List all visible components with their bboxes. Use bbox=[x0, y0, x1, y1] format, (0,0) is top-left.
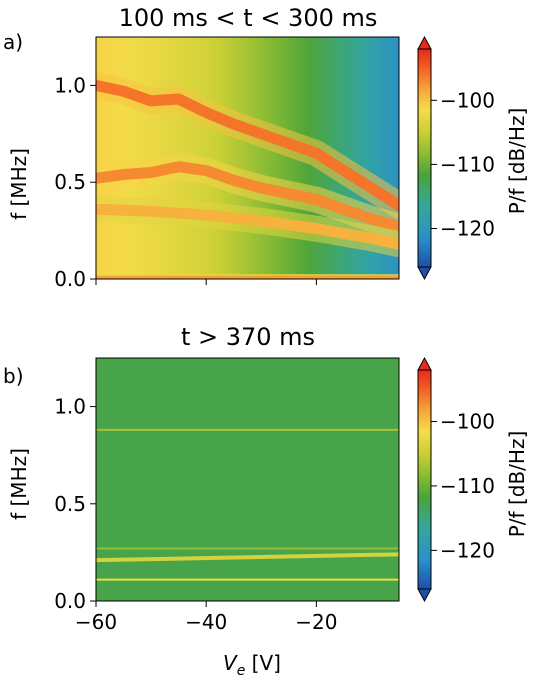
panel-b-heatmap bbox=[96, 358, 399, 601]
x-tick-label: −60 bbox=[75, 610, 117, 634]
colorbar-extend-max bbox=[417, 356, 432, 371]
panel-a: a) 100 ms < t < 300 ms 0.0 0.5 1.0 f [MHz]… bbox=[3, 4, 529, 291]
panel-a-colorbar: −120 −110 −100 bbox=[417, 35, 495, 281]
panel-b-ylabel: f [MHz] bbox=[7, 448, 31, 520]
panel-a-frame bbox=[95, 36, 400, 280]
y-tick-label: 0.0 bbox=[54, 589, 86, 613]
colorbar-extend-min bbox=[417, 266, 432, 281]
panel-a-label: a) bbox=[3, 30, 23, 54]
xlabel-subscript: e bbox=[237, 663, 246, 679]
heatmap-background bbox=[96, 358, 399, 601]
colorbar-tick-label: −110 bbox=[440, 152, 495, 176]
x-tick-label: −40 bbox=[185, 610, 227, 634]
panel-b-colorbar-label: P/f [dB/Hz] bbox=[505, 431, 529, 538]
ridge-2 bbox=[96, 161, 399, 233]
y-tick-label: 0.5 bbox=[54, 170, 86, 194]
colorbar-tick-label: −120 bbox=[440, 538, 495, 562]
y-tick-label: 1.0 bbox=[54, 395, 86, 419]
colorbar-extend-max bbox=[417, 35, 432, 50]
panel-b-axes: −60 −40 −20 0.0 0.5 1.0 bbox=[54, 395, 337, 634]
colorbar-gradient bbox=[418, 49, 431, 267]
colorbar-tick-label: −100 bbox=[440, 410, 495, 434]
panel-b-xlabel: Ve [V] bbox=[223, 651, 281, 679]
panel-b: b) t > 370 ms −60 −40 −20 0.0 0.5 1.0 f [MHz]… bbox=[3, 323, 529, 679]
panel-a-ylabel: f [MHz] bbox=[7, 148, 31, 220]
panel-b-label: b) bbox=[3, 364, 24, 388]
spectral-line-3 bbox=[96, 552, 399, 563]
y-tick-label: 0.5 bbox=[54, 492, 86, 516]
panel-b-frame bbox=[95, 357, 400, 602]
xlabel-symbol: V bbox=[223, 651, 238, 675]
colorbar-gradient bbox=[418, 370, 431, 589]
x-tick-label: −20 bbox=[295, 610, 337, 634]
panel-a-title: 100 ms < t < 300 ms bbox=[119, 4, 378, 32]
colorbar-tick-label: −120 bbox=[440, 217, 495, 241]
colorbar-extend-min bbox=[417, 588, 432, 603]
panel-a-colorbar-label: P/f [dB/Hz] bbox=[505, 108, 529, 215]
ridge-1 bbox=[96, 79, 399, 211]
ridge-3 bbox=[96, 203, 399, 250]
panel-a-heatmap bbox=[96, 37, 399, 279]
y-tick-label: 1.0 bbox=[54, 73, 86, 97]
xlabel-unit: [V] bbox=[245, 651, 281, 675]
colorbar-tick-label: −100 bbox=[440, 88, 495, 112]
panel-a-axes: 0.0 0.5 1.0 bbox=[54, 73, 317, 291]
y-tick-label: 0.0 bbox=[54, 267, 86, 291]
colorbar-tick-label: −110 bbox=[440, 474, 495, 498]
panel-b-colorbar: −120 −110 −100 bbox=[417, 356, 495, 603]
panel-b-title: t > 370 ms bbox=[181, 323, 315, 351]
